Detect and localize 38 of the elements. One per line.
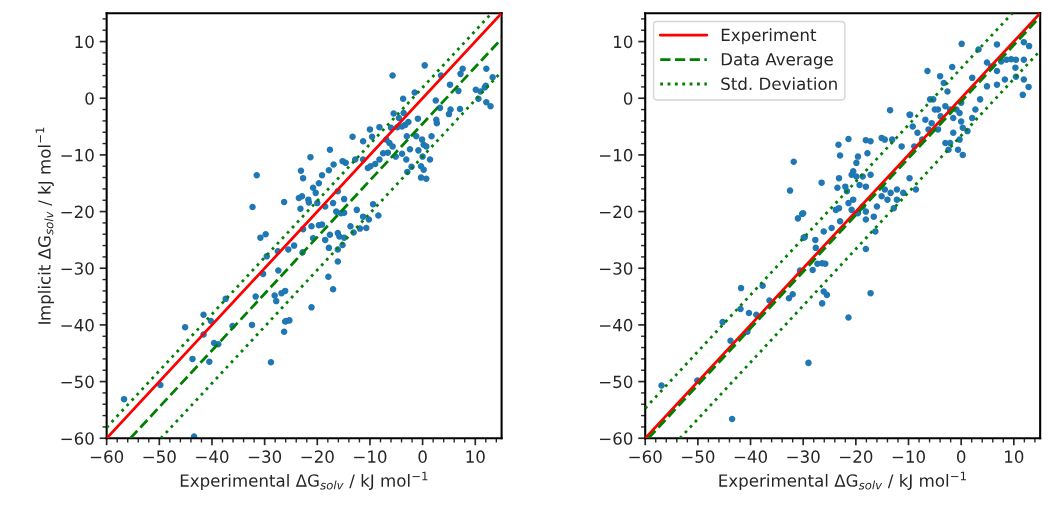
y-tick-label: −10 <box>61 148 94 162</box>
y-tick-label: 0 <box>85 92 94 105</box>
x-tick-label: −50 <box>682 450 715 463</box>
x-tick-label: −10 <box>892 450 925 463</box>
x-tick-label: −40 <box>196 450 229 463</box>
y-tick-label: −20 <box>61 205 94 219</box>
x-tick-label: 0 <box>418 450 427 463</box>
x-tick-label: −30 <box>248 450 282 463</box>
y-tick-label: 10 <box>614 35 633 49</box>
x-tick-label: −30 <box>787 450 820 463</box>
x-tick-label: −20 <box>301 450 334 463</box>
y-tick-label: −40 <box>600 318 633 332</box>
legend-label: Std. Deviation <box>721 77 837 91</box>
y-axis-title: Implicit ΔG$_{solv}$ / kJ mol$^{−1}$ <box>35 127 54 324</box>
y-tick-label: −40 <box>61 318 94 332</box>
y-tick-label: 0 <box>623 92 633 105</box>
x-tick-label: −50 <box>143 450 176 463</box>
x-tick-label: 10 <box>466 450 485 463</box>
x-tick-label: −20 <box>840 450 873 463</box>
legend-label: Data Average <box>721 53 833 69</box>
y-tick-label: 10 <box>75 35 94 49</box>
x-tick-label: −10 <box>354 450 387 463</box>
x-tick-label: 10 <box>1005 450 1024 463</box>
y-tick-label: −30 <box>61 262 94 275</box>
x-tick-label: 0 <box>956 450 966 463</box>
x-tick-label: −60 <box>629 450 662 463</box>
x-tick-label: −60 <box>90 450 124 463</box>
y-tick-label: −50 <box>61 375 94 389</box>
x-axis-title: Experimental ΔG$_{solv}$ / kJ mol$^{−1}$ <box>180 471 428 491</box>
y-tick-label: −30 <box>600 262 633 275</box>
y-tick-label: −50 <box>600 375 633 389</box>
x-tick-label: −40 <box>734 450 768 463</box>
y-tick-label: −60 <box>61 432 94 445</box>
y-tick-label: −20 <box>600 205 633 219</box>
x-axis-title: Experimental ΔG$_{solv}$ / kJ mol$^{−1}$ <box>719 471 966 491</box>
legend-label: Experiment <box>721 28 817 45</box>
y-tick-label: −60 <box>600 432 633 445</box>
y-tick-label: −10 <box>600 148 633 162</box>
